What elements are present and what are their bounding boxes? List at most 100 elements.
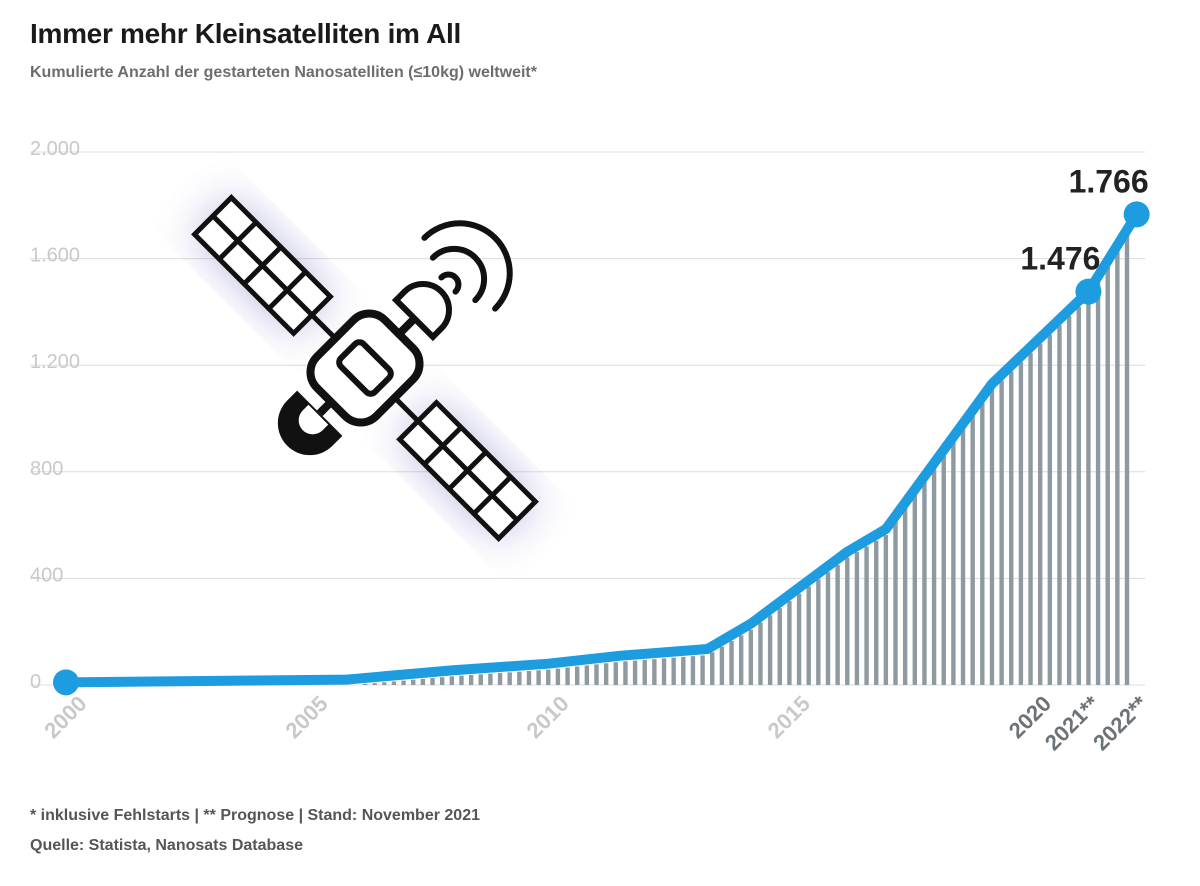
bar: [710, 652, 715, 685]
data-line: [61, 209, 1142, 688]
bar: [411, 679, 416, 685]
bar: [603, 663, 609, 685]
bar: [546, 669, 551, 685]
bar: [912, 495, 917, 685]
bar: [854, 552, 860, 685]
bar: [1037, 343, 1043, 685]
bar: [999, 380, 1004, 685]
footnote: * inklusive Fehlstarts | ** Prognose | S…: [30, 807, 480, 824]
bar: [1018, 362, 1024, 685]
y-tick-label: 1.600: [30, 245, 80, 267]
bar: [439, 677, 445, 685]
bar: [584, 665, 590, 685]
bar: [594, 664, 599, 685]
y-tick-label: 2.000: [30, 138, 80, 160]
bar: [642, 659, 647, 685]
bar: [796, 593, 802, 685]
bar: [382, 682, 387, 685]
x-tick-label: 2005: [280, 691, 332, 743]
bar: [864, 546, 869, 685]
bar: [960, 429, 966, 685]
bar: [1086, 297, 1091, 685]
bar: [980, 403, 985, 685]
x-tick-label: 2000: [39, 691, 91, 743]
bar: [681, 656, 686, 685]
bar: [729, 640, 734, 685]
bar: [845, 557, 850, 685]
bar: [767, 615, 773, 685]
bar: [1105, 266, 1110, 685]
bar: [613, 662, 618, 685]
chart-subtitle: Kumulierte Anzahl der gestarteten Nanosa…: [30, 64, 537, 81]
data-point-marker: [1123, 201, 1150, 228]
bar: [623, 661, 628, 685]
bar: [690, 656, 696, 685]
bar: [951, 442, 956, 685]
bar: [575, 666, 580, 685]
bar: [430, 678, 435, 685]
bar: [517, 671, 522, 685]
bar: [902, 508, 908, 685]
bar: [1057, 325, 1062, 685]
line-chart: 0 400 800 1.200 1.600 2.000: [30, 138, 1153, 756]
bar: [883, 535, 889, 685]
bar: [989, 389, 995, 685]
bar: [700, 655, 705, 685]
bar: [488, 673, 493, 685]
bar: [459, 675, 464, 685]
bar: [1047, 334, 1053, 685]
bar: [391, 681, 397, 685]
bar: [652, 659, 657, 685]
x-tick-label: 2022**: [1088, 691, 1153, 756]
bar: [941, 455, 946, 685]
bar: [1028, 352, 1033, 685]
x-tick-label: 2010: [522, 691, 574, 743]
bar: [922, 482, 927, 685]
bar: [526, 671, 532, 685]
bar: [632, 660, 638, 685]
data-markers: 1.476 1.766: [53, 163, 1150, 696]
bar: [931, 469, 937, 685]
bar: [1009, 371, 1014, 685]
bar: [478, 674, 483, 685]
y-tick-label: 1.200: [30, 351, 80, 373]
bar: [372, 683, 377, 685]
bar: [1076, 306, 1081, 685]
y-axis-tick-labels: 0 400 800 1.200 1.600 2.000: [30, 138, 80, 693]
bar: [874, 540, 879, 685]
bar: [1115, 251, 1120, 685]
bar: [758, 622, 763, 685]
series-line: [61, 209, 1142, 688]
bar: [671, 657, 676, 685]
bar: [719, 646, 725, 685]
bar: [738, 635, 744, 685]
data-point-marker: [53, 669, 79, 696]
y-tick-label: 400: [30, 564, 63, 586]
bar: [787, 600, 792, 685]
bar: [507, 672, 512, 685]
source-note: Quelle: Statista, Nanosats Database: [30, 837, 303, 854]
data-point-marker: [1075, 278, 1102, 305]
bar: [748, 629, 754, 685]
bar: [1124, 235, 1130, 685]
background-bars: [362, 235, 1130, 685]
bar: [661, 658, 667, 685]
bar: [1095, 282, 1101, 685]
bar: [777, 608, 782, 685]
bar: [565, 667, 570, 685]
bar: [420, 678, 426, 685]
bar: [893, 521, 898, 685]
data-label: 1.476: [1020, 241, 1100, 277]
x-tick-label: 2015: [763, 691, 815, 743]
bar: [816, 579, 821, 685]
bar: [806, 586, 811, 685]
bar: [835, 564, 840, 685]
bar: [362, 683, 368, 685]
bar: [449, 676, 455, 685]
bar: [536, 670, 541, 685]
y-tick-label: 800: [30, 458, 63, 480]
bar: [1066, 316, 1072, 685]
satellite-icon: [191, 194, 539, 542]
bar: [555, 668, 561, 685]
